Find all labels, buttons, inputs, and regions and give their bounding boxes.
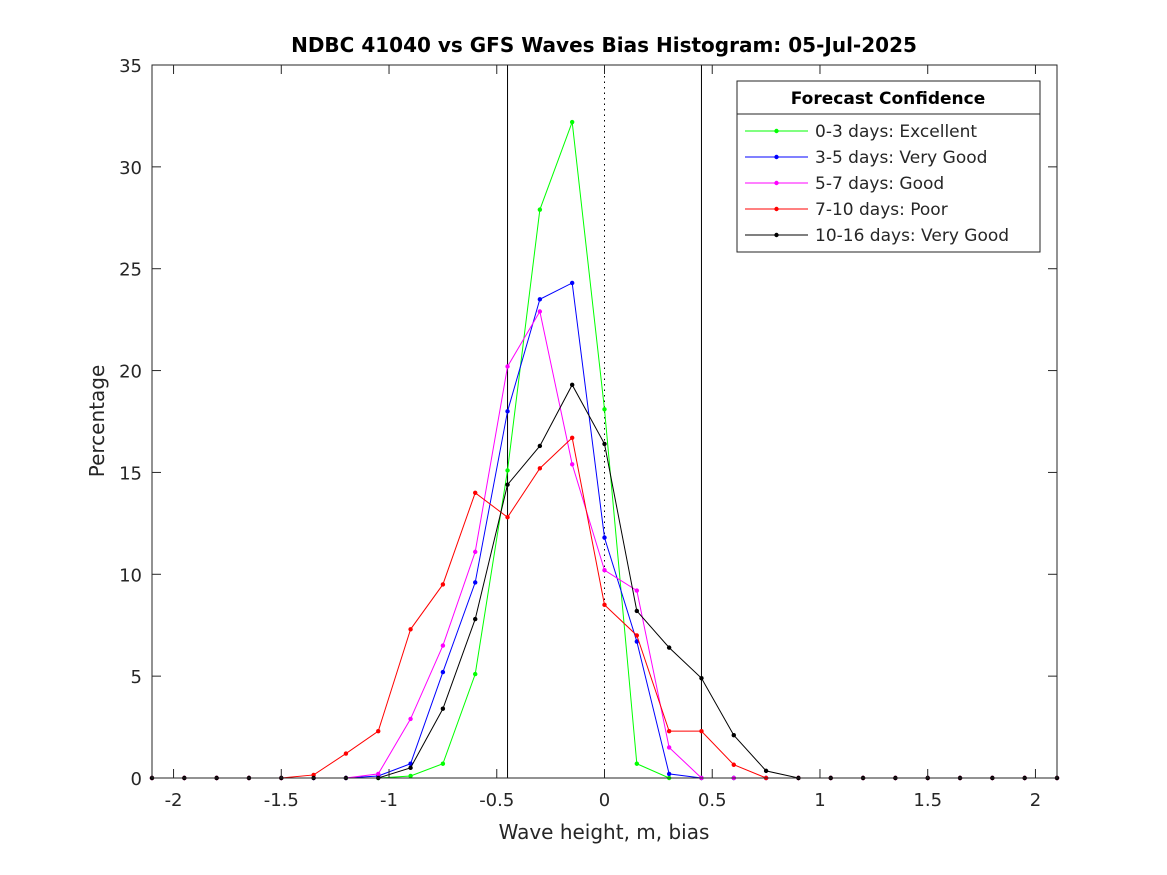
data-point <box>634 608 640 614</box>
legend-swatch-marker <box>774 180 779 186</box>
legend-entry-label: 7-10 days: Poor <box>815 200 948 220</box>
data-point <box>505 364 510 369</box>
data-point <box>699 675 704 681</box>
data-point <box>343 751 349 756</box>
data-point <box>473 616 478 622</box>
legend-swatch-marker <box>774 154 779 160</box>
x-tick-label: -0.5 <box>479 790 514 811</box>
x-tick-label: 0.5 <box>698 790 727 811</box>
data-point <box>569 280 575 286</box>
data-point <box>537 443 543 449</box>
y-tick-label: 10 <box>119 565 142 586</box>
data-point <box>602 407 607 412</box>
data-point <box>537 466 543 471</box>
x-tick-label: 0 <box>599 790 610 811</box>
data-point <box>731 762 736 767</box>
legend-entries: 0-3 days: Excellent 3-5 days: Very Good 5-… <box>745 122 1009 246</box>
legend-swatch-marker <box>774 128 779 134</box>
data-point <box>440 706 446 711</box>
x-tick-label: -1.5 <box>264 790 299 811</box>
legend-entry-label: 3-5 days: Very Good <box>815 148 987 168</box>
data-point <box>666 728 672 734</box>
y-tick-label: 35 <box>119 56 142 77</box>
y-axis-label: Percentage <box>85 365 109 478</box>
y-tick-label: 15 <box>119 463 142 484</box>
data-point <box>699 728 704 734</box>
x-axis-label: Wave height, m, bias <box>499 820 710 844</box>
data-point <box>473 490 478 495</box>
chart-title: NDBC 41040 vs GFS Waves Bias Histogram: … <box>291 33 917 57</box>
data-point <box>602 568 607 573</box>
data-point <box>602 535 607 540</box>
y-axis-ticks: 0 5 10 15 20 25 30 35 <box>119 56 1057 790</box>
data-point <box>408 716 413 722</box>
x-tick-label: 2 <box>1030 790 1041 811</box>
data-point <box>666 745 672 750</box>
data-point <box>634 588 640 593</box>
data-point <box>440 643 446 648</box>
y-tick-label: 25 <box>119 260 142 281</box>
legend-box <box>736 80 1041 253</box>
data-point <box>602 441 607 447</box>
y-tick-label: 20 <box>119 362 142 383</box>
legend-title: Forecast Confidence <box>791 89 986 109</box>
data-point <box>537 297 543 302</box>
data-point <box>408 765 413 771</box>
data-point <box>731 733 736 738</box>
legend-swatch-marker <box>774 206 779 212</box>
data-point <box>505 409 510 414</box>
data-point <box>473 671 478 677</box>
data-point <box>763 768 769 774</box>
x-tick-label: -1 <box>380 790 398 811</box>
data-point <box>505 482 510 487</box>
y-tick-label: 30 <box>119 158 142 179</box>
y-tick-label: 5 <box>131 667 142 688</box>
data-point <box>440 669 446 675</box>
y-tick-label: 0 <box>131 769 142 790</box>
reference-lines <box>507 65 702 778</box>
x-tick-label: -2 <box>165 790 183 811</box>
data-point <box>569 382 575 388</box>
data-point <box>634 761 640 766</box>
data-point <box>602 602 607 608</box>
x-tick-label: 1.5 <box>913 790 942 811</box>
x-axis-ticks: -2 -1.5 -1 -0.5 0 0.5 1 1.5 2 <box>165 65 1041 811</box>
data-point <box>666 645 672 650</box>
data-point <box>440 582 446 587</box>
legend-entry-label: 5-7 days: Good <box>815 174 944 194</box>
legend-swatch-marker <box>774 232 779 238</box>
data-point <box>311 772 316 778</box>
data-point <box>505 515 510 520</box>
data-point <box>376 771 381 777</box>
data-point <box>408 627 413 632</box>
data-point <box>569 119 575 125</box>
data-point <box>408 773 413 779</box>
data-point <box>666 771 672 777</box>
data-point <box>537 309 543 314</box>
data-point <box>569 462 575 467</box>
data-point <box>473 549 478 555</box>
legend-entry-label: 0-3 days: Excellent <box>815 122 977 142</box>
legend-entry-label: 10-16 days: Very Good <box>815 226 1009 246</box>
data-point <box>634 639 640 644</box>
data-point <box>440 761 446 766</box>
legend: Forecast Confidence 0-3 days: Excellent 3… <box>736 80 1041 253</box>
data-point <box>537 207 543 212</box>
data-point <box>569 435 575 440</box>
data-point <box>376 728 381 734</box>
data-point <box>634 633 640 638</box>
data-point <box>505 468 510 473</box>
data-point <box>473 580 478 585</box>
x-tick-label: 1 <box>814 790 825 811</box>
